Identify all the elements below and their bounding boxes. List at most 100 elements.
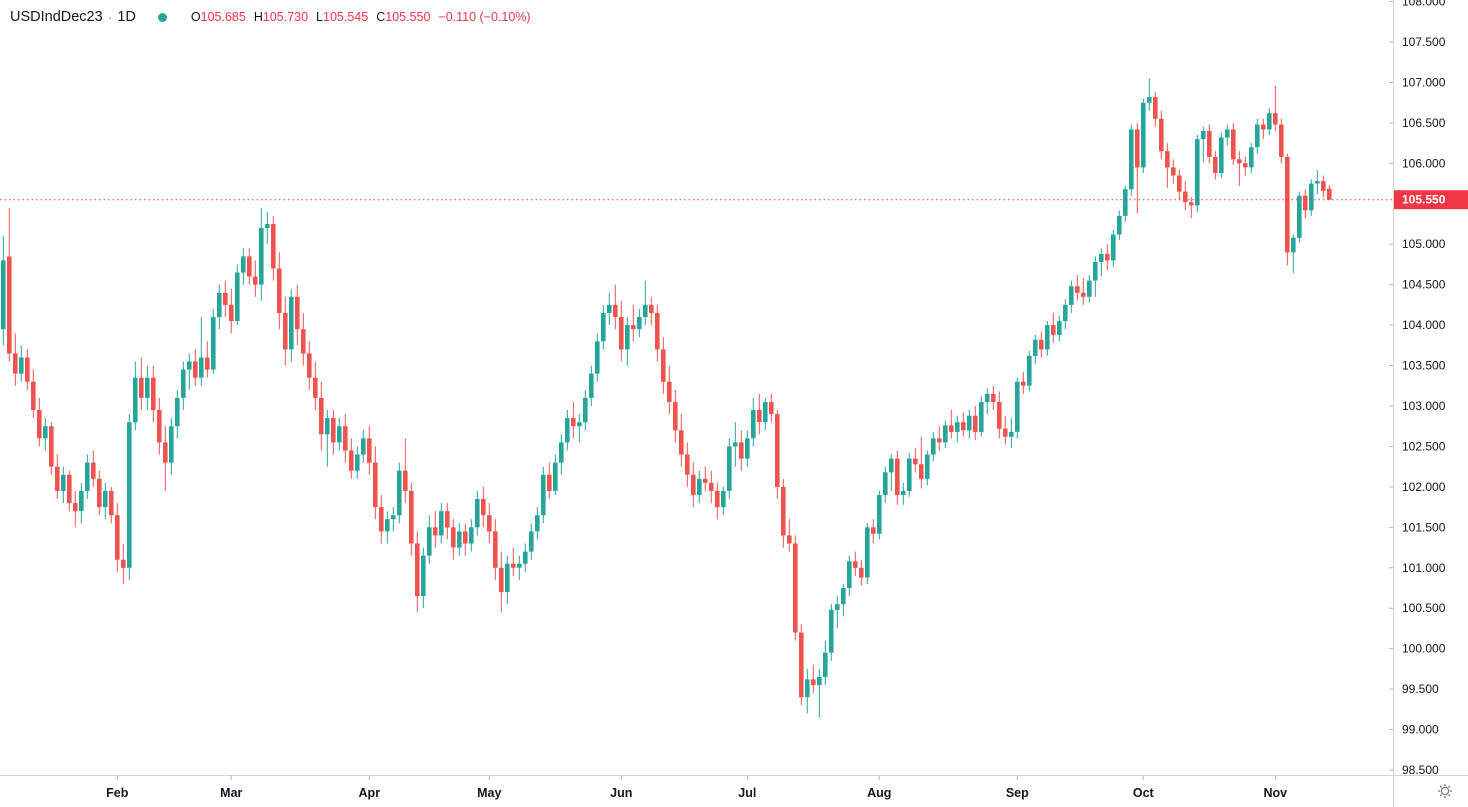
candle[interactable] xyxy=(1021,372,1026,394)
candle[interactable] xyxy=(445,503,450,540)
candle[interactable] xyxy=(103,482,108,520)
candle[interactable] xyxy=(211,308,216,374)
price-scale[interactable]: 108.000 107.500 107.000 106.500 106.000 105.0… xyxy=(1389,0,1446,777)
candle[interactable] xyxy=(151,365,156,423)
candle[interactable] xyxy=(823,640,828,686)
candle[interactable] xyxy=(139,357,144,411)
candle[interactable] xyxy=(781,478,786,548)
candle[interactable] xyxy=(193,349,198,386)
candle[interactable] xyxy=(1009,418,1014,449)
candle[interactable] xyxy=(1033,334,1038,364)
candle[interactable] xyxy=(673,389,678,443)
candle[interactable] xyxy=(1315,169,1320,195)
candle[interactable] xyxy=(331,410,336,455)
candle[interactable] xyxy=(559,434,564,475)
candle[interactable] xyxy=(1189,197,1194,219)
candle[interactable] xyxy=(325,410,330,467)
candle[interactable] xyxy=(859,559,864,586)
candle[interactable] xyxy=(577,414,582,443)
candle[interactable] xyxy=(799,624,804,706)
candle[interactable] xyxy=(397,462,402,524)
candle[interactable] xyxy=(79,482,84,524)
candle[interactable] xyxy=(1123,186,1128,222)
candle[interactable] xyxy=(847,555,852,597)
candle[interactable] xyxy=(1279,118,1284,164)
candle[interactable] xyxy=(871,519,876,544)
candle[interactable] xyxy=(595,333,600,382)
candle[interactable] xyxy=(253,260,258,297)
candle[interactable] xyxy=(955,415,960,443)
candle[interactable] xyxy=(499,551,504,613)
candle[interactable] xyxy=(427,515,432,564)
candle[interactable] xyxy=(181,361,186,411)
candle[interactable] xyxy=(1309,179,1314,216)
candle[interactable] xyxy=(883,466,888,504)
candle[interactable] xyxy=(61,466,66,504)
gear-icon[interactable] xyxy=(1438,784,1452,798)
candle[interactable] xyxy=(505,555,510,605)
candle[interactable] xyxy=(1027,351,1032,392)
candles-layer[interactable] xyxy=(1,78,1332,718)
candle[interactable] xyxy=(1267,108,1272,135)
candle[interactable] xyxy=(973,406,978,440)
candle[interactable] xyxy=(19,345,24,382)
candle[interactable] xyxy=(637,308,642,338)
candle[interactable] xyxy=(1159,110,1164,160)
candle[interactable] xyxy=(157,397,162,455)
candle[interactable] xyxy=(469,519,474,552)
candle[interactable] xyxy=(1237,151,1242,186)
candle[interactable] xyxy=(1057,315,1062,342)
candle[interactable] xyxy=(877,490,882,540)
candle[interactable] xyxy=(631,304,636,342)
candle[interactable] xyxy=(913,448,918,473)
candle[interactable] xyxy=(793,535,798,641)
candle[interactable] xyxy=(625,317,630,366)
candle[interactable] xyxy=(283,296,288,366)
candle[interactable] xyxy=(547,462,552,499)
candle[interactable] xyxy=(787,519,792,552)
candle[interactable] xyxy=(391,507,396,532)
candle[interactable] xyxy=(1147,78,1152,111)
candle[interactable] xyxy=(619,300,624,362)
candle[interactable] xyxy=(367,426,372,475)
candle[interactable] xyxy=(1075,275,1080,301)
candle[interactable] xyxy=(1213,151,1218,180)
candle[interactable] xyxy=(1069,280,1074,313)
candle[interactable] xyxy=(361,430,366,463)
candle[interactable] xyxy=(1261,118,1266,140)
candle[interactable] xyxy=(517,555,522,580)
candle[interactable] xyxy=(841,584,846,617)
candle[interactable] xyxy=(715,482,720,520)
symbol-name[interactable]: USDIndDec23 xyxy=(10,9,103,25)
candle[interactable] xyxy=(307,341,312,390)
candle[interactable] xyxy=(907,452,912,497)
candle[interactable] xyxy=(1297,191,1302,243)
candle[interactable] xyxy=(1093,256,1098,297)
candle[interactable] xyxy=(1285,153,1290,266)
candle[interactable] xyxy=(235,264,240,326)
candle[interactable] xyxy=(805,668,810,714)
candle[interactable] xyxy=(1243,156,1248,176)
candle[interactable] xyxy=(199,317,204,386)
candle[interactable] xyxy=(523,543,528,572)
candle[interactable] xyxy=(223,280,228,317)
candle[interactable] xyxy=(529,523,534,560)
candle[interactable] xyxy=(1117,210,1122,241)
candle[interactable] xyxy=(1249,143,1254,173)
candle[interactable] xyxy=(1327,185,1332,201)
candle[interactable] xyxy=(1201,126,1206,162)
candle[interactable] xyxy=(475,490,480,536)
candle[interactable] xyxy=(691,462,696,508)
candle[interactable] xyxy=(1183,181,1188,211)
candle[interactable] xyxy=(697,470,702,504)
candle[interactable] xyxy=(319,381,324,451)
candle[interactable] xyxy=(685,442,690,487)
time-scale[interactable]: Feb Mar Apr May Jun Jul Aug Sep Oct Nov xyxy=(106,775,1287,800)
candle[interactable] xyxy=(289,288,294,362)
candle[interactable] xyxy=(241,248,246,285)
candle[interactable] xyxy=(985,388,990,415)
candle[interactable] xyxy=(1321,175,1326,198)
candle[interactable] xyxy=(1111,229,1116,267)
candle[interactable] xyxy=(679,414,684,467)
candle[interactable] xyxy=(979,396,984,437)
